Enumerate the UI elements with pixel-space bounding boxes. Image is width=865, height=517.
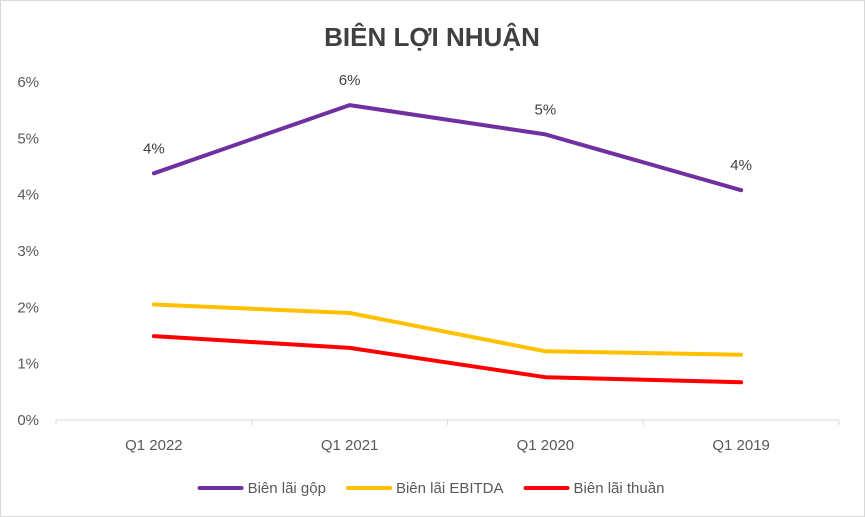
- data-label: 4%: [730, 157, 752, 174]
- legend: Biên lãi gộp Biên lãi EBITDA Biên lãi thuầ…: [197, 480, 665, 497]
- legend-item: Biên lãi EBITDA: [345, 480, 504, 497]
- chart-title: BIÊN LỢI NHUẬN: [324, 22, 540, 52]
- y-tick-label: 2%: [17, 299, 39, 316]
- legend-label: Biên lãi EBITDA: [396, 480, 504, 497]
- legend-label: Biên lãi thuần: [574, 480, 665, 497]
- series-line-bien-lai-thuan: [151, 334, 744, 385]
- legend-label: Biên lãi gộp: [248, 480, 326, 497]
- data-label: 4%: [143, 140, 165, 157]
- y-tick-label: 1%: [17, 356, 39, 373]
- legend-item: Biên lãi gộp: [197, 480, 326, 497]
- series-line-bien-lai-gop: [151, 103, 744, 193]
- y-tick-label: 0%: [17, 412, 39, 429]
- x-tick-label: Q1 2022: [125, 437, 183, 454]
- x-tick-label: Q1 2020: [517, 437, 575, 454]
- data-label: 5%: [535, 101, 557, 118]
- y-tick-label: 4%: [17, 187, 39, 204]
- legend-item: Biên lãi thuần: [523, 480, 665, 497]
- plot-area: 0% 1% 2% 3% 4% 5% 6% Q1 2022 Q1 2021 Q1 2020 Q1 20…: [17, 72, 840, 454]
- y-tick-label: 3%: [17, 243, 39, 260]
- x-tick-label: Q1 2021: [321, 437, 379, 454]
- x-tick-label: Q1 2019: [712, 437, 770, 454]
- data-label: 6%: [339, 72, 361, 89]
- y-tick-label: 5%: [17, 130, 39, 147]
- series-line-bien-lai-ebitda: [151, 302, 744, 357]
- y-tick-label: 6%: [17, 74, 39, 91]
